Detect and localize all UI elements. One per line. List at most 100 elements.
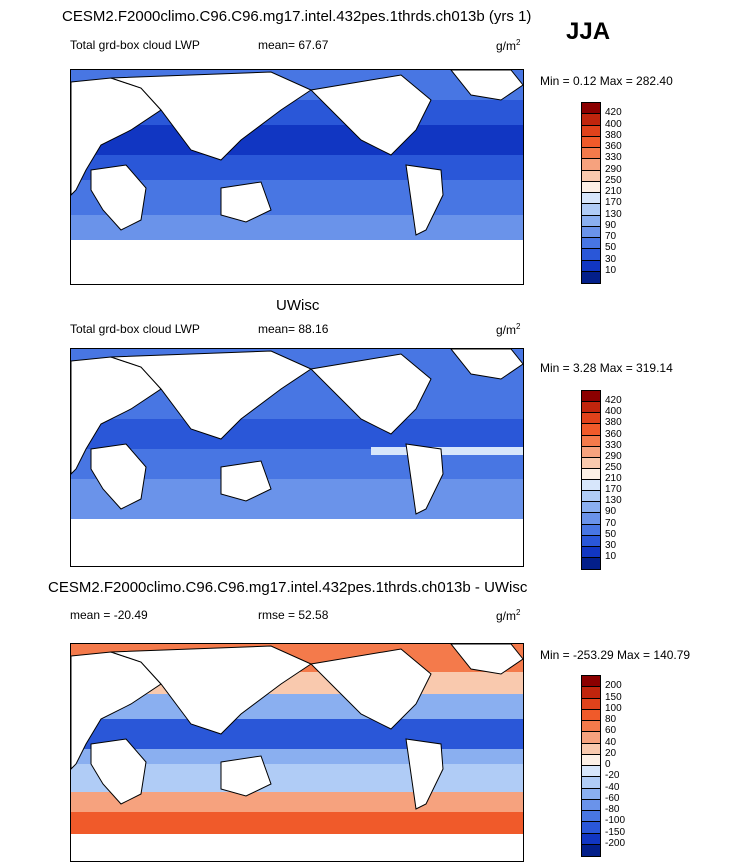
- colorbar-swatch: [582, 754, 600, 766]
- colorbar-tick-label: 10: [605, 550, 617, 562]
- colorbar-swatch: [582, 193, 600, 205]
- colorbar-swatch: [582, 424, 600, 436]
- panel1-map-svg: [71, 70, 523, 284]
- colorbar-swatch: [582, 721, 600, 733]
- field-band: [71, 792, 523, 812]
- colorbar-tick-label: 30: [605, 539, 617, 551]
- colorbar-swatch: [582, 687, 600, 699]
- colorbar-swatch: [582, 238, 600, 250]
- colorbar-swatch: [582, 676, 600, 688]
- colorbar-tick-label: 380: [605, 417, 622, 429]
- colorbar-tick-label: 400: [605, 406, 622, 418]
- panel1-minmax-label: Min = 0.12 Max = 282.40: [540, 74, 673, 88]
- colorbar-tick-label: 360: [605, 141, 622, 152]
- field-band: [71, 764, 523, 792]
- landmass-australia: [220, 181, 272, 223]
- landmass-eurasia: [110, 350, 313, 440]
- panel1-mean-label: mean= 67.67: [258, 38, 329, 52]
- colorbar-swatch: [582, 844, 600, 856]
- colorbar-tick-label: 80: [605, 714, 617, 725]
- colorbar-tick-label: 60: [605, 725, 617, 737]
- colorbar-tick-label: 130: [605, 495, 622, 507]
- panel3-units-label: g/m2: [496, 608, 521, 623]
- colorbar-swatch: [582, 170, 600, 182]
- colorbar-tick-label: 40: [605, 736, 617, 748]
- colorbar-swatch: [582, 480, 600, 492]
- colorbar-swatch: [582, 732, 600, 744]
- colorbar-swatch: [582, 468, 600, 480]
- field-band: [71, 812, 523, 834]
- panel1-variable-label: Total grd-box cloud LWP: [70, 38, 200, 52]
- colorbar-tick-label: 290: [605, 163, 622, 175]
- panel2-colorbar: [581, 390, 601, 570]
- colorbar-tick-label: 290: [605, 450, 622, 462]
- colorbar-swatch: [582, 215, 600, 227]
- colorbar-swatch: [582, 743, 600, 755]
- panel1-colorbar: [581, 102, 601, 284]
- colorbar-tick-label: 250: [605, 461, 622, 473]
- landmass-greenland: [450, 349, 523, 380]
- colorbar-tick-label: -80: [605, 804, 620, 815]
- field-band: [371, 447, 523, 455]
- colorbar-tick-label: -40: [605, 781, 620, 793]
- colorbar-swatch: [582, 435, 600, 447]
- colorbar-swatch: [582, 491, 600, 503]
- panel2-mean-label: mean= 88.16: [258, 322, 329, 336]
- colorbar-swatch: [582, 833, 600, 845]
- panel2-title: UWisc: [276, 297, 320, 314]
- colorbar-tick-label: 170: [605, 197, 622, 209]
- landmass-north-america: [309, 648, 432, 730]
- colorbar-swatch: [582, 136, 600, 148]
- colorbar-swatch: [582, 777, 600, 789]
- page-title: CESM2.F2000climo.C96.C96.mg17.intel.432p…: [62, 8, 532, 25]
- panel2-map-svg: [71, 349, 523, 566]
- colorbar-swatch: [582, 524, 600, 536]
- colorbar-swatch: [582, 822, 600, 834]
- panel3-map-svg: [71, 644, 523, 861]
- panel2-map: [70, 348, 524, 567]
- panel2-minmax-label: Min = 3.28 Max = 319.14: [540, 361, 673, 375]
- colorbar-swatch: [582, 766, 600, 778]
- panel2-variable-label: Total grd-box cloud LWP: [70, 322, 200, 336]
- colorbar-swatch: [582, 159, 600, 171]
- colorbar-tick-label: 130: [605, 208, 622, 220]
- field-band: [71, 479, 523, 519]
- panel3-minmax-label: Min = -253.29 Max = 140.79: [540, 648, 691, 662]
- colorbar-swatch: [582, 148, 600, 160]
- panel2-units-label: g/m2: [496, 322, 521, 337]
- panel3-title: CESM2.F2000climo.C96.C96.mg17.intel.432p…: [48, 579, 528, 596]
- landmass-greenland: [450, 70, 523, 101]
- landmass-africa: [90, 164, 147, 231]
- colorbar-tick-label: 170: [605, 484, 622, 496]
- colorbar-swatch: [582, 125, 600, 137]
- colorbar-tick-label: -200: [605, 837, 626, 849]
- season-label: JJA: [566, 18, 611, 45]
- colorbar-swatch: [582, 698, 600, 710]
- colorbar-swatch: [582, 402, 600, 414]
- colorbar-tick-label: 380: [605, 129, 622, 141]
- colorbar-swatch: [582, 799, 600, 811]
- colorbar-swatch: [582, 502, 600, 514]
- panel3-rmse-label: rmse = 52.58: [258, 608, 329, 622]
- colorbar-tick-label: -150: [605, 826, 626, 838]
- colorbar-swatch: [582, 204, 600, 216]
- landmass-greenland: [450, 644, 523, 675]
- colorbar-tick-label: 90: [605, 219, 617, 231]
- colorbar-tick-label: 150: [605, 691, 622, 703]
- landmass-eurasia: [110, 645, 313, 735]
- panel1-map: [70, 69, 524, 285]
- colorbar-swatch: [582, 226, 600, 238]
- colorbar-swatch: [582, 391, 600, 403]
- colorbar-tick-label: 20: [605, 747, 617, 759]
- colorbar-swatch: [582, 513, 600, 525]
- panel3-colorbar: [581, 675, 601, 857]
- colorbar-tick-label: 50: [605, 242, 617, 254]
- colorbar-tick-label: 50: [605, 528, 617, 540]
- colorbar-swatch: [582, 249, 600, 261]
- colorbar-swatch: [582, 709, 600, 721]
- colorbar-swatch: [582, 788, 600, 800]
- colorbar-tick-label: 330: [605, 439, 622, 451]
- colorbar-swatch: [582, 114, 600, 126]
- colorbar-swatch: [582, 271, 600, 283]
- field-band: [71, 419, 523, 449]
